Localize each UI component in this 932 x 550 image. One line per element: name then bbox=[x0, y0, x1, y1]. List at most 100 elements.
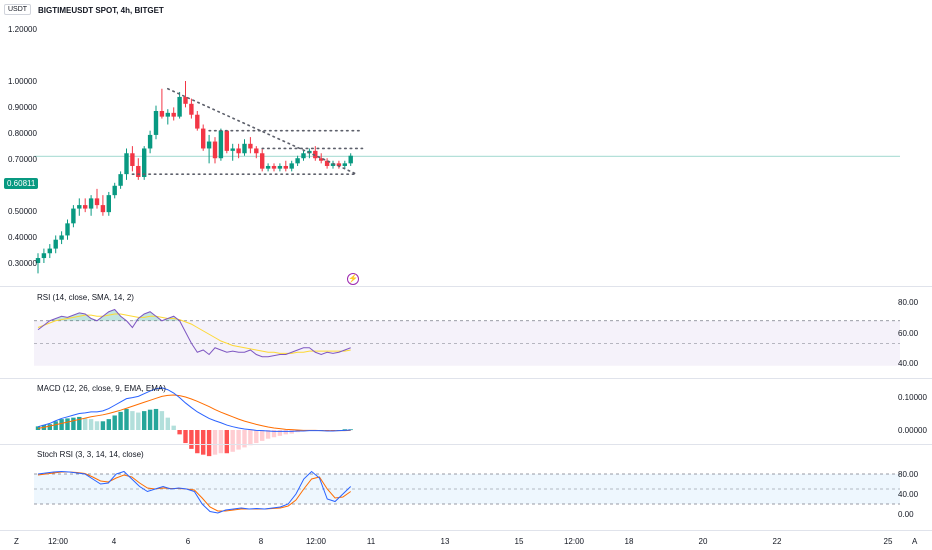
macd-histogram-bar bbox=[201, 430, 206, 455]
macd-histogram-bar bbox=[53, 421, 58, 430]
macd-histogram-bar bbox=[100, 421, 106, 430]
macd-histogram-bar bbox=[277, 430, 283, 436]
candle-body bbox=[83, 205, 88, 209]
macd-histogram-bar bbox=[189, 430, 194, 449]
time-label: 8 bbox=[258, 537, 264, 546]
candle-body bbox=[88, 198, 94, 209]
pane-separator[interactable] bbox=[0, 286, 932, 287]
pane-separator[interactable] bbox=[0, 444, 932, 445]
macd-histogram-bar bbox=[177, 430, 182, 435]
macd-histogram-bar bbox=[195, 430, 200, 454]
macd-histogram-bar bbox=[242, 430, 247, 448]
candle-body bbox=[248, 143, 253, 149]
descending-trendline bbox=[167, 87, 358, 175]
candle-body bbox=[206, 141, 212, 149]
time-label: 4 bbox=[111, 537, 117, 546]
macd-chart[interactable] bbox=[0, 379, 932, 457]
macd-histogram-bar bbox=[236, 430, 241, 450]
candle-body bbox=[171, 112, 176, 117]
candle-body bbox=[201, 128, 206, 149]
candle-body bbox=[295, 158, 300, 164]
time-label: 25 bbox=[883, 537, 893, 546]
candle-body bbox=[319, 158, 324, 161]
macd-histogram-bar bbox=[71, 417, 76, 430]
price-chart[interactable] bbox=[0, 0, 932, 285]
candle-body bbox=[153, 110, 159, 135]
candle-body bbox=[53, 239, 58, 249]
symbol-title[interactable]: BIGTIMEUSDT SPOT, 4h, BITGET bbox=[38, 6, 164, 15]
candle-body bbox=[254, 148, 259, 154]
candle-body bbox=[342, 163, 347, 166]
macd-histogram-bar bbox=[248, 430, 253, 446]
lightning-icon[interactable]: ⚡ bbox=[347, 273, 359, 285]
candle-body bbox=[59, 235, 64, 240]
stoch-title[interactable]: Stoch RSI (3, 3, 14, 14, close) bbox=[37, 450, 144, 459]
candle-body bbox=[41, 253, 47, 259]
macd-title[interactable]: MACD (12, 26, close, 9, EMA, EMA) bbox=[37, 384, 166, 393]
stoch-k-line bbox=[37, 470, 352, 514]
time-label: 11 bbox=[366, 537, 376, 546]
candle-body bbox=[271, 165, 277, 169]
timezone-corner[interactable]: Z bbox=[14, 537, 19, 546]
y-tick: 0.00000 bbox=[898, 426, 927, 435]
macd-histogram-bar bbox=[130, 411, 135, 430]
auto-scale-corner[interactable]: A bbox=[912, 537, 918, 546]
macd-histogram-bar bbox=[94, 421, 100, 430]
y-tick: 40.00 bbox=[898, 359, 919, 368]
candle-body bbox=[189, 103, 194, 115]
macd-histogram-bar bbox=[136, 412, 141, 430]
macd-histogram-bar bbox=[230, 430, 235, 452]
macd-histogram-bar bbox=[342, 429, 347, 431]
candle-body bbox=[336, 163, 342, 166]
macd-histogram-bar bbox=[348, 429, 353, 431]
candle-body bbox=[218, 130, 224, 159]
candle-body bbox=[106, 195, 111, 213]
time-label: 13 bbox=[440, 537, 450, 546]
candle-body bbox=[195, 114, 200, 129]
candle-body bbox=[330, 163, 336, 166]
time-label: 6 bbox=[185, 537, 191, 546]
candle-body bbox=[124, 153, 129, 175]
macd-signal-line bbox=[37, 394, 351, 432]
macd-histogram-bar bbox=[212, 430, 218, 455]
macd-histogram-bar bbox=[142, 411, 147, 430]
candle-body bbox=[112, 185, 117, 196]
y-tick: 80.00 bbox=[898, 470, 919, 479]
time-label: 18 bbox=[624, 537, 634, 546]
macd-histogram-bar bbox=[47, 424, 52, 430]
candle-body bbox=[283, 165, 288, 169]
candle-body bbox=[301, 153, 306, 159]
y-tick: 0.00 bbox=[898, 510, 914, 519]
macd-histogram-bar bbox=[88, 419, 94, 430]
rsi-title[interactable]: RSI (14, close, SMA, 14, 2) bbox=[37, 293, 134, 302]
time-label: 12:00 bbox=[305, 537, 327, 546]
rsi-line bbox=[37, 308, 351, 358]
candle-body bbox=[265, 165, 271, 169]
macd-histogram-bar bbox=[124, 408, 129, 430]
candle-body bbox=[165, 112, 170, 117]
time-label: 22 bbox=[772, 537, 782, 546]
stoch-rsi-chart[interactable] bbox=[0, 445, 932, 529]
candle-body bbox=[118, 174, 123, 186]
y-tick: 0.90000 bbox=[8, 103, 37, 112]
macd-histogram-bar bbox=[283, 430, 288, 435]
time-label: 15 bbox=[514, 537, 524, 546]
currency-badge[interactable]: USDT bbox=[4, 4, 32, 15]
candle-body bbox=[35, 258, 41, 263]
y-tick: 0.70000 bbox=[8, 155, 37, 164]
macd-histogram-bar bbox=[77, 416, 82, 430]
macd-histogram-bar bbox=[254, 430, 259, 444]
macd-histogram-bar bbox=[112, 415, 117, 430]
candle-body bbox=[277, 165, 283, 169]
current-price-tag: 0.60811 bbox=[4, 178, 39, 189]
macd-histogram-bar bbox=[159, 411, 165, 430]
candle-body bbox=[242, 143, 247, 154]
pane-separator[interactable] bbox=[0, 378, 932, 379]
candle-body bbox=[47, 248, 52, 254]
candle-body bbox=[348, 155, 353, 164]
rsi-chart[interactable] bbox=[0, 287, 932, 377]
candle-body bbox=[130, 153, 135, 166]
y-tick: 0.10000 bbox=[898, 393, 927, 402]
macd-histogram-bar bbox=[206, 430, 212, 457]
candle-body bbox=[224, 130, 229, 151]
